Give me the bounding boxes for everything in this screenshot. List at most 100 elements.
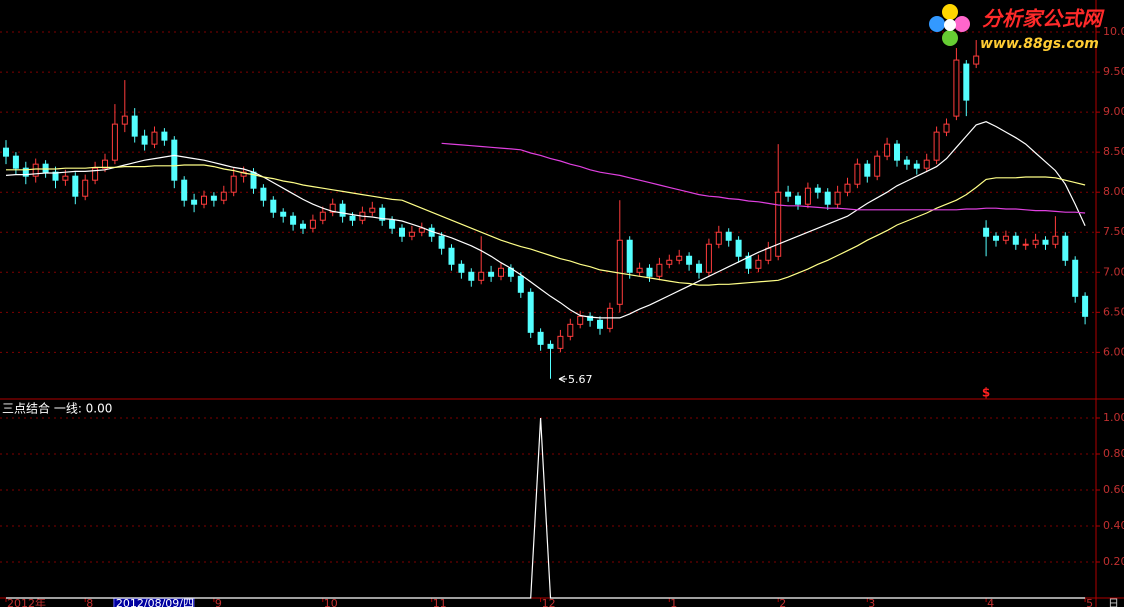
candle-body [844,183,851,193]
candle-body [458,263,465,273]
candle-body [775,191,782,257]
signal-marker: $ [982,386,990,400]
y-tick-label: 7.00 [1103,265,1124,278]
candle-body [824,191,831,205]
y-tick-label: 6.00 [1103,345,1124,358]
candle-body [983,227,990,237]
candle-body [468,271,475,281]
candle-body [567,323,574,337]
candle-body [804,187,811,205]
y-tick-label: 8.50 [1103,145,1124,158]
candle-body [903,159,910,165]
x-tick-label: 3 [868,597,875,607]
x-tick-label: 2012年 [7,596,46,607]
candle-body [102,159,108,169]
candle-body [1022,243,1029,246]
candle-body [795,195,801,205]
candle-body [587,315,594,321]
y-tick-label: 9.50 [1103,65,1124,78]
y-tick-label: 1.00 [1103,411,1124,424]
candle-body [745,255,752,269]
candle-body [705,243,712,273]
candle-body [171,139,178,181]
logo-petal [942,30,958,46]
candle-body [894,143,900,161]
candle-body [864,163,871,177]
candle-body [260,187,267,201]
candle-body [597,319,603,329]
x-tick-label: 9 [215,597,222,607]
candle-body [814,187,821,193]
candle-body [191,199,198,205]
candle-body [319,211,326,221]
candle-body [1062,235,1069,261]
candle-body [201,195,207,205]
candle-body [3,147,9,157]
candle-body [696,263,702,273]
candle-body [1002,235,1009,241]
candle-body [666,259,673,265]
candle-body [854,163,861,185]
y-tick-label: 0.80 [1103,447,1124,460]
candle-body [933,131,940,161]
x-tick-label: 2 [779,597,786,607]
candle-body [389,219,396,229]
candle-body [349,215,356,221]
logo-petal [942,4,958,20]
candle-body [656,263,663,277]
x-tick-label: 2012/08/09/四 [116,597,194,607]
x-tick-label: 8 [86,597,93,607]
candle-body [72,175,79,197]
y-tick-label: 0.20 [1103,555,1124,568]
y-tick-label: 9.00 [1103,105,1124,118]
logo-petal [954,16,970,32]
candle-body [22,167,29,177]
candle-body [240,171,247,177]
period-label: 日 [1108,597,1119,607]
y-tick-label: 0.40 [1103,519,1124,532]
candle-body [973,55,980,65]
candle-body [131,115,138,137]
candle-body [141,135,148,145]
candle-body [121,115,128,125]
logo-url: www.88gs.com [980,36,1099,52]
low-arrow [558,375,567,383]
candle-body [438,235,445,249]
candle-body [537,331,544,345]
candle-body [280,211,287,217]
candle-body [1072,259,1079,297]
candle-body [636,267,643,273]
logo: 分析家公式网 www.88gs.com [929,4,1105,52]
moving-average-line [441,142,1086,214]
y-tick-label: 7.50 [1103,225,1124,238]
candle-body [943,123,950,133]
candle-body [210,195,217,201]
candle-body [399,227,405,237]
candle-body [626,239,633,273]
candle-body [1052,235,1059,245]
candle-body [339,203,346,217]
candle-body [62,175,69,181]
candle-body [676,255,683,261]
candle-body [735,239,742,257]
candle-body [290,215,297,225]
indicator-title: 三点结合 一线: 0.00 [2,401,112,416]
candle-body [1042,239,1049,245]
candle-body [785,191,792,197]
candle-body [1012,235,1019,245]
y-tick-label: 0.60 [1103,483,1124,496]
x-tick-label: 1 [670,597,677,607]
y-tick-label: 10.00 [1103,25,1124,38]
x-tick-label: 10 [324,597,338,607]
low-label: 5.67 [568,373,593,386]
candle-body [527,291,534,333]
candle-body [1032,239,1039,245]
candle-body [329,203,336,213]
logo-name: 分析家公式网 [982,7,1105,31]
candle-body [32,163,39,177]
x-tick-label: 11 [433,597,447,607]
moving-average-line [5,121,1086,319]
candle-body [686,255,693,265]
